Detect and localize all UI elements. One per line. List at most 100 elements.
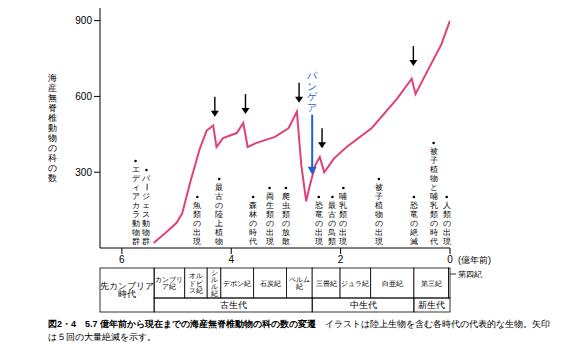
svg-text:と: と (430, 183, 438, 192)
svg-text:ス紀: ス紀 (189, 287, 203, 294)
svg-text:虫: 虫 (282, 201, 290, 210)
svg-text:新生代: 新生代 (418, 300, 445, 310)
svg-text:ジュラ紀: ジュラ紀 (341, 280, 369, 287)
svg-text:物: 物 (375, 210, 383, 219)
svg-text:科: 科 (48, 153, 57, 163)
svg-text:現: 現 (443, 237, 451, 246)
svg-text:ィ: ィ (132, 183, 140, 192)
svg-text:ペルム: ペルム (289, 276, 310, 283)
svg-text:ア: ア (307, 102, 317, 113)
svg-text:古生代: 古生代 (220, 300, 247, 310)
svg-text:300: 300 (75, 167, 92, 178)
svg-text:ス: ス (142, 210, 150, 219)
svg-text:現: 現 (193, 237, 201, 246)
svg-text:石炭紀: 石炭紀 (260, 280, 281, 288)
svg-text:カ: カ (132, 201, 140, 210)
svg-text:第四紀: 第四紀 (458, 270, 482, 279)
svg-text:の: の (339, 219, 347, 228)
svg-text:ラ: ラ (132, 210, 140, 219)
svg-text:竜: 竜 (315, 210, 323, 219)
svg-text:の: の (430, 219, 438, 228)
svg-text:類: 類 (193, 210, 201, 219)
svg-text:現: 現 (266, 237, 274, 246)
svg-text:シ: シ (211, 269, 218, 276)
svg-text:出: 出 (375, 228, 383, 237)
svg-text:竜: 竜 (410, 210, 418, 219)
svg-text:古: 古 (215, 192, 223, 201)
svg-text:の: の (328, 219, 336, 228)
svg-text:現: 現 (339, 237, 347, 246)
svg-text:物: 物 (132, 228, 140, 237)
svg-text:植: 植 (430, 165, 438, 174)
svg-text:の: の (266, 219, 274, 228)
svg-text:6: 6 (119, 254, 125, 265)
svg-text:900: 900 (75, 15, 92, 26)
svg-text:鳥: 鳥 (327, 228, 336, 237)
svg-text:被: 被 (430, 147, 438, 156)
svg-text:子: 子 (430, 156, 438, 165)
svg-text:時: 時 (430, 228, 438, 237)
svg-text:ア紀: ア紀 (162, 283, 176, 290)
svg-text:両: 両 (266, 192, 274, 201)
svg-text:出: 出 (266, 228, 274, 237)
svg-text:(億年前): (億年前) (458, 255, 491, 265)
svg-text:類: 類 (430, 210, 438, 219)
svg-text:類: 類 (282, 210, 290, 219)
svg-text:の: の (443, 219, 451, 228)
svg-text:物: 物 (142, 228, 150, 237)
svg-text:生: 生 (266, 201, 274, 210)
svg-text:爬: 爬 (282, 192, 290, 201)
svg-text:の: の (48, 143, 57, 153)
svg-text:滅: 滅 (410, 237, 418, 246)
svg-text:出: 出 (443, 228, 451, 237)
svg-text:林: 林 (248, 210, 257, 219)
svg-text:ドビ: ドビ (189, 280, 204, 287)
svg-text:ア: ア (132, 192, 140, 201)
svg-text:最: 最 (215, 183, 223, 192)
svg-text:時: 時 (249, 228, 257, 237)
svg-text:恐: 恐 (314, 201, 323, 210)
svg-text:最: 最 (328, 201, 336, 210)
svg-text:放: 放 (282, 228, 290, 237)
svg-text:動: 動 (142, 219, 150, 228)
svg-text:バ: バ (141, 174, 151, 183)
svg-text:森: 森 (249, 201, 257, 210)
svg-text:魚: 魚 (193, 201, 201, 210)
svg-text:出: 出 (339, 228, 347, 237)
svg-text:恐: 恐 (409, 201, 418, 210)
svg-text:デ: デ (132, 174, 141, 183)
svg-text:紀: 紀 (296, 283, 303, 290)
svg-text:類: 類 (266, 210, 274, 219)
svg-text:動: 動 (132, 219, 140, 228)
svg-text:脊: 脊 (48, 103, 57, 113)
svg-text:上: 上 (215, 219, 223, 228)
svg-text:類: 類 (339, 210, 347, 219)
svg-text:現: 現 (315, 237, 323, 246)
svg-text:出: 出 (315, 228, 323, 237)
svg-text:中生代: 中生代 (350, 300, 377, 310)
svg-text:ル: ル (211, 283, 218, 290)
svg-text:動: 動 (48, 123, 57, 133)
svg-text:現: 現 (375, 237, 383, 246)
svg-text:600: 600 (75, 91, 92, 102)
svg-text:デボン紀: デボン紀 (223, 280, 251, 287)
svg-text:の: の (48, 163, 57, 173)
svg-text:乳: 乳 (430, 201, 438, 210)
svg-text:群: 群 (142, 237, 150, 246)
svg-text:陸: 陸 (215, 210, 223, 219)
svg-text:産: 産 (48, 83, 57, 93)
svg-text:第三紀: 第三紀 (421, 280, 442, 287)
svg-text:時代: 時代 (118, 289, 136, 299)
svg-text:物: 物 (48, 133, 57, 143)
svg-text:物: 物 (215, 237, 223, 246)
svg-text:ジ: ジ (142, 192, 150, 201)
svg-text:古: 古 (328, 210, 336, 219)
svg-text:無: 無 (48, 93, 57, 103)
svg-text:哺: 哺 (430, 192, 438, 201)
svg-text:植: 植 (215, 228, 223, 237)
svg-text:出: 出 (193, 228, 201, 237)
svg-text:紀: 紀 (211, 290, 218, 297)
svg-text:人: 人 (443, 201, 451, 210)
svg-text:乳: 乳 (339, 201, 347, 210)
svg-text:子: 子 (375, 192, 383, 201)
